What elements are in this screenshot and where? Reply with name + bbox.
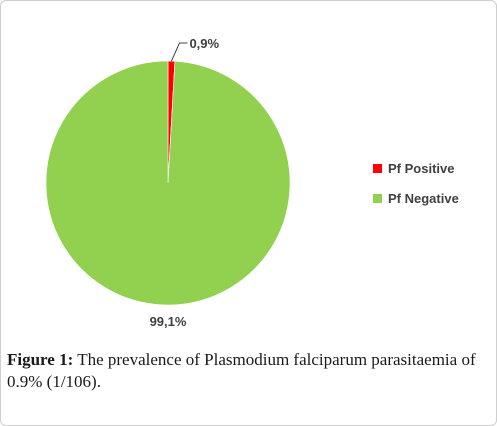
- legend-swatch-pf-negative: [373, 194, 382, 203]
- data-label-pf-negative: 99,1%: [150, 314, 187, 329]
- legend-swatch-pf-positive: [373, 164, 382, 173]
- caption-label: Figure 1:: [7, 350, 74, 369]
- pie-data-labels: 0,9% 99,1%: [150, 36, 220, 329]
- legend-label-pf-negative: Pf Negative: [388, 191, 459, 206]
- chart-legend: Pf Positive Pf Negative: [373, 161, 459, 206]
- data-label-pf-positive: 0,9%: [189, 36, 219, 51]
- pie-slice-pf-negative: [45, 60, 291, 306]
- label-leader-line: [170, 42, 188, 62]
- legend-label-pf-positive: Pf Positive: [388, 161, 454, 176]
- figure-caption: Figure 1: The prevalence of Plasmodium f…: [7, 349, 493, 393]
- pie-slices: [45, 60, 291, 306]
- caption-text: The prevalence of Plasmodium falciparum …: [7, 350, 476, 391]
- pie-chart: 0,9% 99,1% Pf Positive Pf Negative: [45, 36, 459, 329]
